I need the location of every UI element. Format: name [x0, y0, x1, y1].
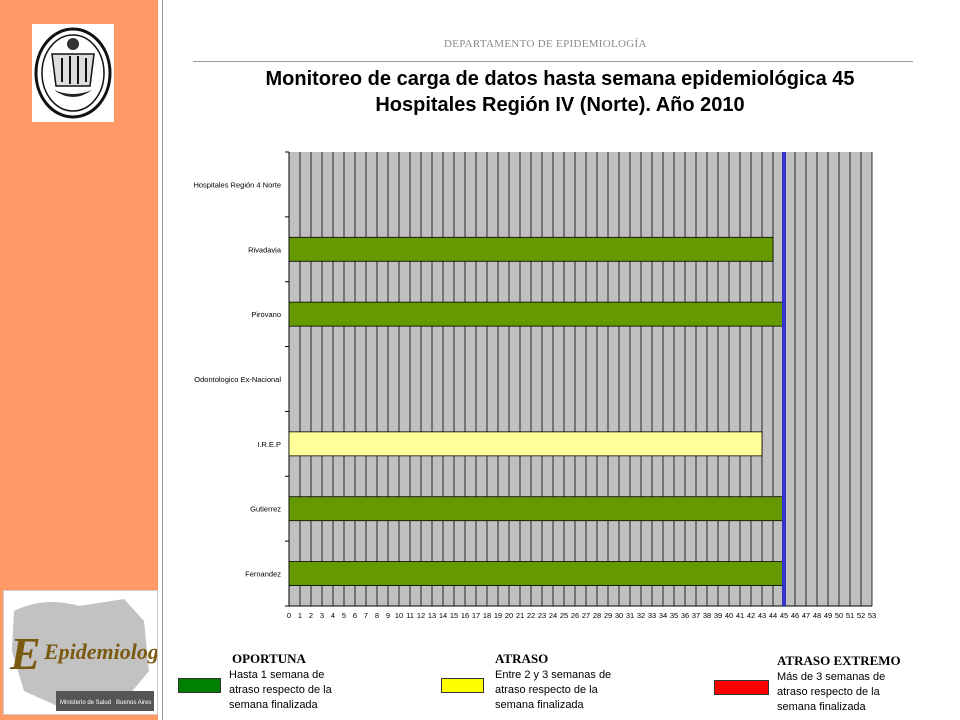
x-tick-label: 28: [593, 611, 601, 620]
epidemiologia-logo: E Epidemiología Ministerio de Salud Buen…: [3, 590, 158, 715]
x-tick-label: 17: [472, 611, 480, 620]
category-label: Rivadavia: [248, 245, 282, 254]
province-seal-logo: [32, 24, 114, 122]
x-tick-label: 36: [681, 611, 689, 620]
horizontal-bar-chart: Hospitales Región 4 Norte Rivadavia Pirova…: [193, 151, 876, 620]
category-label: Odontologico Ex-Nacional: [194, 375, 281, 384]
x-tick-label: 24: [549, 611, 557, 620]
x-tick-label: 20: [505, 611, 513, 620]
x-tick-label: 27: [582, 611, 590, 620]
x-tick-label: 5: [342, 611, 346, 620]
plot-area: [289, 152, 872, 606]
x-tick-label: 1: [298, 611, 302, 620]
page-title-line1: Monitoreo de carga de datos hasta semana…: [265, 68, 855, 90]
page-title-line2: Hospitales Región IV (Norte). Año 2010: [375, 94, 745, 116]
x-tick-label: 4: [331, 611, 335, 620]
x-tick-label: 25: [560, 611, 568, 620]
legend-atraso-line: atraso respecto de la: [495, 684, 598, 696]
x-tick-label: 32: [637, 611, 645, 620]
department-header: DEPARTAMENTO DE EPIDEMIOLOGÍA: [444, 38, 647, 50]
bar-2: [288, 301, 785, 327]
legend-atraso-extremo-title: ATRASO EXTREMO: [777, 653, 901, 668]
x-tick-label: 49: [824, 611, 832, 620]
sidebar-edge: [158, 0, 162, 720]
x-tick-label: 43: [758, 611, 766, 620]
category-label: Fernandez: [245, 570, 281, 579]
x-tick-label: 10: [395, 611, 403, 620]
x-tick-label: 15: [450, 611, 458, 620]
x-tick-label: 31: [626, 611, 634, 620]
legend-atraso-extremo-line: Más de 3 semanas de: [777, 671, 886, 683]
x-tick-label: 22: [527, 611, 535, 620]
category-label: I.R.E.P: [257, 440, 281, 449]
x-tick-label: 37: [692, 611, 700, 620]
x-tick-label: 12: [417, 611, 425, 620]
legend-oportuna-text: Hasta 1 semana de atraso respecto de la …: [229, 668, 372, 713]
x-tick-label: 23: [538, 611, 546, 620]
bar-4: [288, 431, 763, 457]
x-tick-label: 11: [406, 611, 414, 620]
x-tick-label: 2: [309, 611, 313, 620]
x-tick-label: 50: [835, 611, 843, 620]
x-tick-label: 6: [353, 611, 357, 620]
x-tick-label: 44: [769, 611, 777, 620]
header-divider: [193, 61, 913, 62]
x-tick-label: 8: [375, 611, 379, 620]
x-tick-label: 48: [813, 611, 821, 620]
x-tick-label: 30: [615, 611, 623, 620]
bar-5: [288, 496, 785, 522]
x-tick-label: 18: [483, 611, 491, 620]
x-tick-label: 41: [736, 611, 744, 620]
category-label: Hospitales Región 4 Norte: [193, 180, 281, 189]
x-tick-label: 3: [320, 611, 324, 620]
legend-atraso-extremo-text: Más de 3 semanas de atraso respecto de l…: [777, 670, 938, 715]
x-tick-label: 51: [846, 611, 854, 620]
x-tick-label: 38: [703, 611, 711, 620]
x-tick-label: 21: [516, 611, 524, 620]
bar-6: [288, 561, 785, 586]
epidemiologia-logo-text: Epidemiología: [43, 639, 158, 664]
x-tick-label: 26: [571, 611, 579, 620]
x-tick-label: 46: [791, 611, 799, 620]
legend-atraso-title: ATRASO: [495, 651, 549, 666]
legend-atraso-extremo-swatch: [714, 680, 769, 695]
x-tick-label: 47: [802, 611, 810, 620]
sidebar-edge-line: [162, 0, 163, 720]
legend-oportuna-line: semana finalizada: [229, 699, 318, 711]
bar-1: [288, 236, 774, 262]
x-tick-label: 29: [604, 611, 612, 620]
legend-atraso-line: Entre 2 y 3 semanas de: [495, 669, 612, 681]
x-tick-label: 33: [648, 611, 656, 620]
x-tick-label: 52: [857, 611, 865, 620]
x-tick-label: 0: [287, 611, 291, 620]
x-tick-label: 53: [868, 611, 876, 620]
legend-oportuna-title: OPORTUNA: [232, 651, 306, 666]
legend-atraso-extremo-line: atraso respecto de la: [777, 686, 880, 698]
x-tick-label: 13: [428, 611, 436, 620]
category-label: Pirovano: [251, 310, 281, 319]
x-tick-label: 34: [659, 611, 667, 620]
legend-oportuna-line: atraso respecto de la: [229, 684, 332, 696]
x-tick-label: 35: [670, 611, 678, 620]
x-tick-label: 45: [780, 611, 788, 620]
legend-atraso-extremo-line: semana finalizada: [777, 701, 866, 713]
legend-atraso-line: semana finalizada: [495, 699, 584, 711]
x-tick-label: 42: [747, 611, 755, 620]
category-label: Gutierrez: [250, 505, 281, 514]
x-tick-label: 16: [461, 611, 469, 620]
legend-oportuna-swatch: [178, 678, 221, 693]
svg-text:E: E: [9, 628, 41, 679]
legend-atraso-swatch: [441, 678, 484, 693]
x-tick-label: 9: [386, 611, 390, 620]
city-text: Buenos Aires: [116, 700, 151, 706]
x-tick-label: 39: [714, 611, 722, 620]
x-tick-label: 40: [725, 611, 733, 620]
x-tick-label: 14: [439, 611, 447, 620]
legend-oportuna-line: Hasta 1 semana de: [229, 669, 325, 681]
x-tick-label: 19: [494, 611, 502, 620]
x-tick-label: 7: [364, 611, 368, 620]
ministry-text: Ministerio de Salud: [60, 700, 111, 706]
legend-atraso-text: Entre 2 y 3 semanas de atraso respecto d…: [495, 668, 660, 713]
